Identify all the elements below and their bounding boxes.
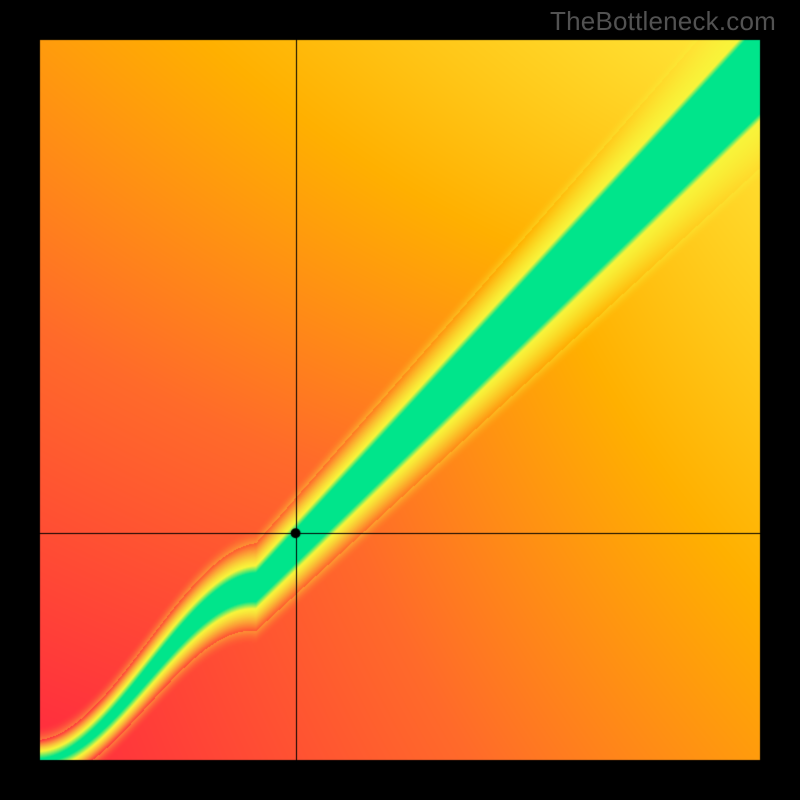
bottleneck-heatmap-canvas (0, 0, 800, 800)
watermark-label: TheBottleneck.com (550, 6, 776, 37)
